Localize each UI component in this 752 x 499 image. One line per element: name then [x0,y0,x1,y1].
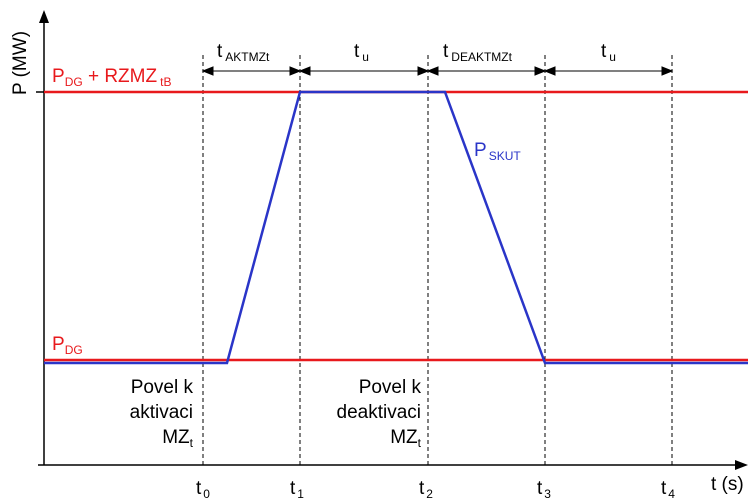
p-skut-curve [44,90,748,365]
activation-line-1: Povel k [131,377,194,398]
deactivation-annotation: Povel k deaktivaci MZt [337,377,422,450]
interval-arrow-4-left-head [543,66,556,76]
interval-label-3: t DEAKTMZt [443,41,513,64]
interval-arrow-3-right-head [534,66,547,76]
x-axis-arrow [735,460,748,470]
lower-level-label: PDG [52,334,83,357]
y-axis-label: P (MW) [10,31,31,95]
y-axis-arrow [39,10,49,23]
interval-arrow-2-left-head [298,66,311,76]
upper-level-label: PDG + RZMZ tB [52,66,171,89]
interval-arrow-1-left-head [201,66,214,76]
interval-arrows [201,66,674,76]
time-markers [202,55,673,468]
x-axis-label: t (s) [711,474,744,495]
activation-line-3: MZt [162,427,193,450]
interval-arrow-4-right-head [661,66,674,76]
interval-arrow-3-left-head [426,66,439,76]
deactivation-line-3: MZt [390,427,421,450]
p-skut-label: P SKUT [474,140,521,163]
deactivation-line-2: deaktivaci [337,402,422,423]
interval-arrow-2-right-head [417,66,430,76]
activation-line-2: aktivaci [130,402,193,423]
interval-label-1: t AKTMZt [217,41,270,64]
activation-annotation: Povel k aktivaci MZt [130,377,194,450]
deactivation-line-1: Povel k [359,377,422,398]
interval-arrow-1-right-head [289,66,302,76]
